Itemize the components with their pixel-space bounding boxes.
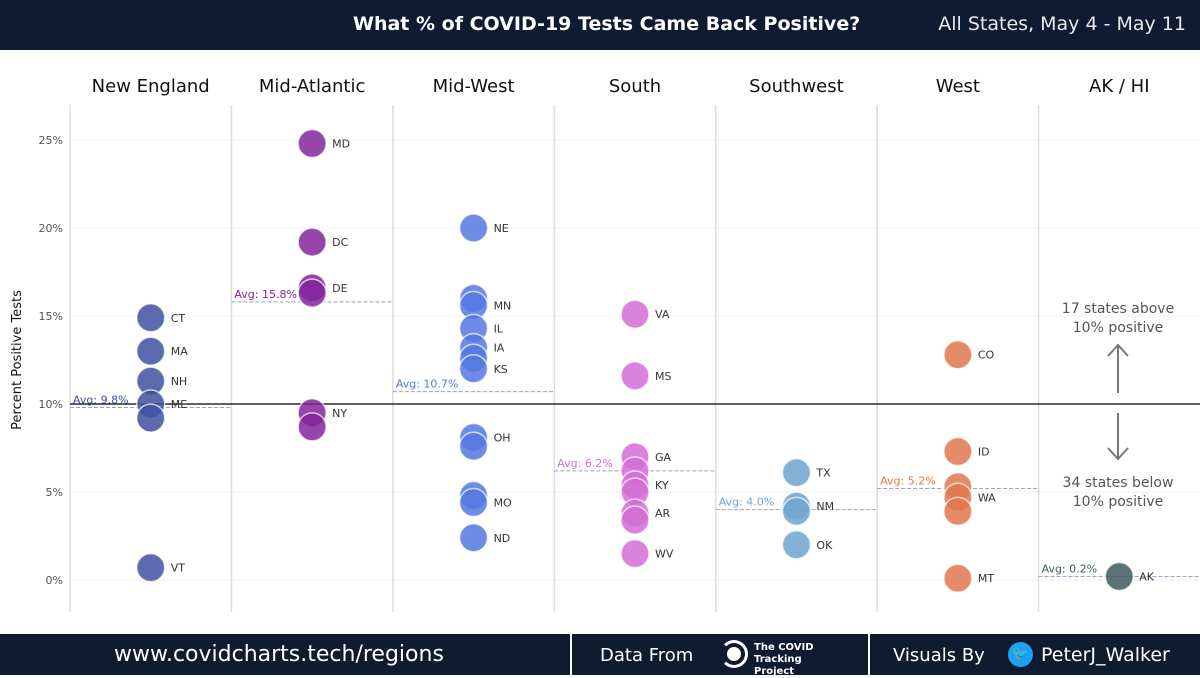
point-label: MA [171, 345, 188, 358]
point-id [943, 436, 973, 467]
source-name: The COVID Tracking Project [754, 642, 814, 677]
footer-bar: www.covidcharts.tech/regions Data From T… [0, 634, 1200, 677]
average-label: Avg: 5.2% [880, 474, 936, 487]
column-header: West [936, 76, 980, 97]
point-label: MO [494, 497, 512, 510]
column-header: AK / HI [1089, 76, 1149, 97]
point-label: NM [816, 500, 834, 513]
header-bar: What % of COVID-19 Tests Came Back Posit… [0, 0, 1200, 50]
point-label: CT [171, 312, 186, 325]
point-co [943, 339, 973, 370]
point-label: OK [816, 539, 833, 552]
point-label: GA [655, 451, 672, 464]
average-label: Avg: 15.8% [234, 288, 297, 301]
point-label: MD [332, 138, 350, 151]
annotation-below: 34 states below [1063, 475, 1174, 491]
point-state [297, 412, 327, 442]
point-ms [620, 361, 650, 391]
y-tick-label: 25% [39, 134, 63, 147]
point-label: KS [494, 363, 508, 376]
point-state [781, 496, 812, 527]
column-header: Mid-Atlantic [259, 76, 366, 97]
point-label: DC [332, 236, 348, 249]
point-md [297, 128, 327, 159]
twitter-icon[interactable]: 🐦 [1008, 642, 1033, 667]
column-header: South [609, 76, 661, 97]
point-label: NH [171, 375, 188, 388]
point-label: NE [494, 222, 509, 235]
point-ne [458, 213, 489, 243]
point-label: ND [494, 532, 511, 545]
point-label: WV [655, 548, 674, 561]
arrow-up-icon [1107, 343, 1129, 393]
chart-title: What % of COVID-19 Tests Came Back Posit… [353, 13, 861, 35]
point-label: IL [494, 322, 504, 335]
point-va [620, 299, 650, 329]
point-state [620, 505, 650, 535]
y-tick-label: 5% [46, 486, 63, 499]
y-axis-label: Percent Positive Tests [10, 290, 25, 430]
point-label: NY [332, 407, 347, 420]
point-label: WA [978, 491, 996, 504]
column-header: Southwest [749, 76, 844, 97]
point-state [135, 403, 166, 433]
point-mt [943, 563, 973, 593]
data-from-label: Data From [600, 645, 694, 666]
point-vt [135, 552, 166, 583]
point-label: MN [494, 299, 512, 312]
point-label: MS [655, 370, 671, 383]
point-state [458, 431, 489, 461]
point-ct [135, 303, 166, 333]
point-label: AR [655, 507, 671, 520]
covid-tracking-logo [720, 640, 748, 668]
point-label: AK [1139, 570, 1155, 583]
point-ok [781, 530, 812, 560]
column-header: Mid-West [433, 76, 515, 97]
point-label: IA [494, 342, 505, 355]
point-state [943, 496, 973, 527]
point-ks [458, 354, 489, 384]
point-label: TX [815, 467, 831, 480]
annotation-below: 10% positive [1073, 494, 1163, 510]
y-tick-label: 10% [39, 398, 63, 411]
point-ak [1104, 561, 1135, 592]
annotation-above: 10% positive [1073, 320, 1163, 336]
point-state [297, 278, 327, 308]
point-tx [781, 457, 812, 488]
point-label: DE [332, 282, 347, 295]
average-label: Avg: 0.2% [1042, 562, 1098, 575]
point-label: ME [171, 398, 187, 411]
point-label: VT [171, 562, 186, 575]
footer-divider [570, 634, 572, 675]
y-tick-label: 15% [39, 310, 63, 323]
y-tick-label: 0% [46, 574, 63, 587]
url-link[interactable]: www.covidcharts.tech/regions [114, 642, 444, 667]
column-header: New England [92, 76, 210, 97]
y-tick-label: 20% [39, 222, 63, 235]
point-mo [458, 487, 489, 518]
average-label: Avg: 9.8% [73, 394, 129, 407]
average-label: Avg: 6.2% [557, 457, 613, 470]
twitter-handle[interactable]: PeterJ_Walker [1041, 644, 1170, 666]
point-label: ID [978, 446, 990, 459]
visuals-by-label: Visuals By [893, 645, 985, 666]
point-label: KY [655, 479, 669, 492]
point-dc [297, 227, 327, 257]
point-nd [458, 523, 489, 553]
chart-subtitle: All States, May 4 - May 11 [938, 13, 1186, 35]
point-wv [620, 538, 650, 569]
footer-divider [868, 634, 870, 675]
point-ma [135, 336, 166, 366]
point-label: MT [978, 572, 994, 585]
scatter-plot: 0% 5% 10% 15% 20% 25% Percent Positive Tests Ne… [10, 76, 1200, 612]
point-label: VA [655, 308, 670, 321]
average-label: Avg: 10.7% [396, 378, 459, 391]
point-label: OH [494, 431, 511, 444]
point-label: CO [978, 349, 995, 362]
annotation-above: 17 states above [1062, 301, 1174, 317]
average-label: Avg: 4.0% [719, 496, 775, 509]
arrow-down-icon [1107, 413, 1129, 461]
